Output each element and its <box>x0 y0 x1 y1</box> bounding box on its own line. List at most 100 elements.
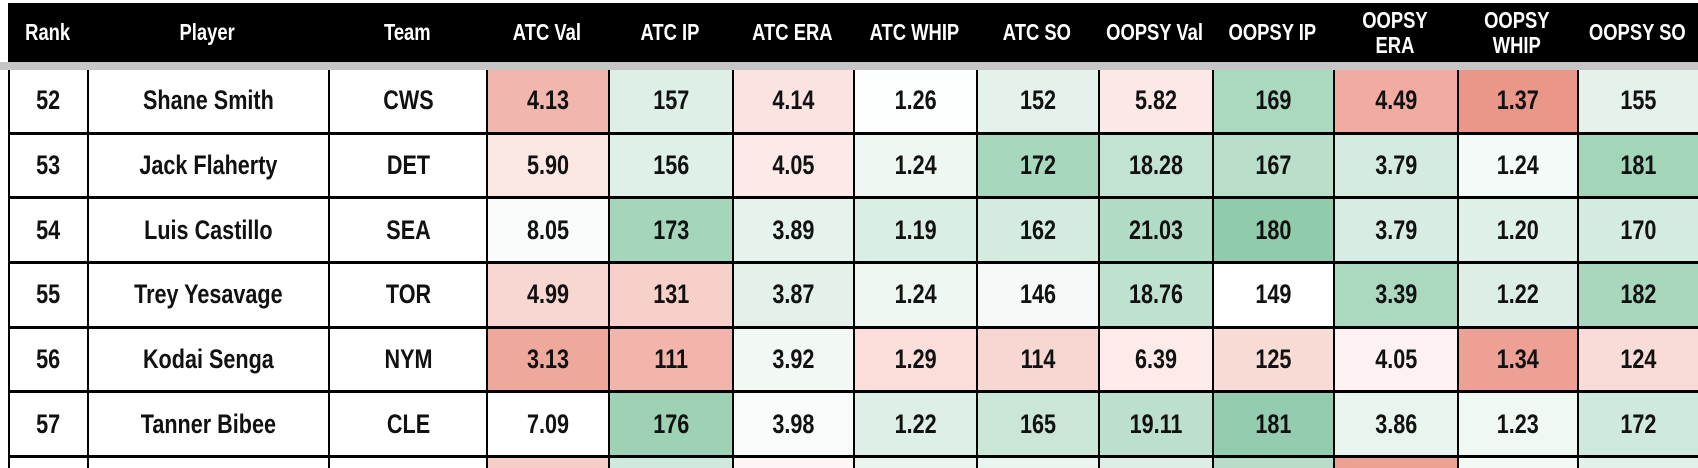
column-header-oopsy-era[interactable]: OOPSY ERA <box>1333 3 1457 62</box>
cell-oopsy-val[interactable]: 18.76 <box>1098 264 1212 329</box>
cell-oopsy-whip[interactable]: 1.34 <box>1457 328 1577 394</box>
cell-atc-ip[interactable]: 111 <box>608 328 732 394</box>
cell-oopsy-val[interactable]: 5.82 <box>1098 70 1212 135</box>
column-header-player[interactable]: Player <box>87 3 328 62</box>
cell-rank[interactable] <box>8 458 87 468</box>
column-header-atc-ip[interactable]: ATC IP <box>608 3 732 62</box>
cell-oopsy-so[interactable]: 181 <box>1577 134 1698 200</box>
cell-oopsy-era[interactable]: 3.79 <box>1333 134 1457 200</box>
cell-atc-era[interactable]: 4.14 <box>732 70 853 135</box>
column-header-oopsy-val[interactable]: OOPSY Val <box>1098 3 1212 62</box>
cell-oopsy-ip[interactable]: 167 <box>1212 134 1333 200</box>
cell-atc-ip[interactable] <box>608 458 732 468</box>
cell-oopsy-so[interactable] <box>1577 458 1698 468</box>
cell-atc-ip[interactable]: 131 <box>608 264 732 329</box>
cell-atc-era[interactable]: 4.05 <box>732 134 853 200</box>
cell-oopsy-val[interactable]: 21.03 <box>1098 199 1212 265</box>
cell-atc-so[interactable] <box>976 458 1098 468</box>
cell-oopsy-ip[interactable]: 181 <box>1212 393 1333 459</box>
cell-atc-era[interactable]: 3.92 <box>732 328 853 394</box>
cell-team[interactable]: NYM <box>328 328 486 394</box>
cell-rank[interactable]: 52 <box>8 70 87 135</box>
cell-player[interactable]: Jack Flaherty <box>87 134 328 200</box>
cell-atc-so[interactable]: 162 <box>976 199 1098 265</box>
column-header-oopsy-so[interactable]: OOPSY SO <box>1577 3 1698 62</box>
cell-atc-era[interactable] <box>732 458 853 468</box>
cell-atc-whip[interactable] <box>853 458 976 468</box>
cell-atc-so[interactable]: 146 <box>976 264 1098 329</box>
cell-rank[interactable]: 54 <box>8 199 87 265</box>
cell-oopsy-whip[interactable]: 1.37 <box>1457 70 1577 135</box>
cell-atc-val[interactable] <box>486 458 608 468</box>
cell-atc-so[interactable]: 152 <box>976 70 1098 135</box>
cell-atc-era[interactable]: 3.89 <box>732 199 853 265</box>
cell-atc-whip[interactable]: 1.22 <box>853 393 976 459</box>
cell-atc-whip[interactable]: 1.26 <box>853 70 976 135</box>
column-header-atc-so[interactable]: ATC SO <box>976 3 1098 62</box>
cell-atc-val[interactable]: 4.99 <box>486 264 608 329</box>
cell-team[interactable]: CLE <box>328 393 486 459</box>
cell-atc-whip[interactable]: 1.24 <box>853 264 976 329</box>
cell-atc-val[interactable]: 5.90 <box>486 134 608 200</box>
cell-oopsy-ip[interactable]: 149 <box>1212 264 1333 329</box>
column-header-atc-val[interactable]: ATC Val <box>486 3 608 62</box>
cell-rank[interactable]: 55 <box>8 264 87 329</box>
cell-oopsy-val[interactable]: 18.28 <box>1098 134 1212 200</box>
cell-oopsy-so[interactable]: 170 <box>1577 199 1698 265</box>
cell-atc-whip[interactable]: 1.29 <box>853 328 976 394</box>
cell-atc-val[interactable]: 7.09 <box>486 393 608 459</box>
cell-atc-ip[interactable]: 156 <box>608 134 732 200</box>
cell-oopsy-so[interactable]: 172 <box>1577 393 1698 459</box>
cell-oopsy-era[interactable]: 3.79 <box>1333 199 1457 265</box>
column-header-atc-whip[interactable]: ATC WHIP <box>853 3 976 62</box>
cell-oopsy-era[interactable]: 3.39 <box>1333 264 1457 329</box>
cell-oopsy-whip[interactable]: 1.23 <box>1457 393 1577 459</box>
cell-team[interactable] <box>328 458 486 468</box>
cell-team[interactable]: DET <box>328 134 486 200</box>
cell-oopsy-ip[interactable]: 169 <box>1212 70 1333 135</box>
cell-oopsy-val[interactable]: 19.11 <box>1098 393 1212 459</box>
cell-oopsy-val[interactable]: 6.39 <box>1098 328 1212 394</box>
cell-atc-so[interactable]: 165 <box>976 393 1098 459</box>
cell-atc-whip[interactable]: 1.19 <box>853 199 976 265</box>
cell-oopsy-whip[interactable]: 1.20 <box>1457 199 1577 265</box>
cell-oopsy-whip[interactable]: 1.22 <box>1457 264 1577 329</box>
cell-oopsy-ip[interactable] <box>1212 458 1333 468</box>
cell-atc-val[interactable]: 4.13 <box>486 70 608 135</box>
cell-oopsy-ip[interactable]: 125 <box>1212 328 1333 394</box>
cell-atc-val[interactable]: 3.13 <box>486 328 608 394</box>
cell-oopsy-so[interactable]: 155 <box>1577 70 1698 135</box>
cell-player[interactable]: Kodai Senga <box>87 328 328 394</box>
cell-team[interactable]: TOR <box>328 264 486 329</box>
cell-oopsy-era[interactable] <box>1333 458 1457 468</box>
cell-rank[interactable]: 53 <box>8 134 87 200</box>
cell-atc-so[interactable]: 172 <box>976 134 1098 200</box>
column-header-rank[interactable]: Rank <box>8 3 87 62</box>
cell-oopsy-so[interactable]: 182 <box>1577 264 1698 329</box>
cell-oopsy-era[interactable]: 4.49 <box>1333 70 1457 135</box>
cell-atc-era[interactable]: 3.98 <box>732 393 853 459</box>
cell-oopsy-era[interactable]: 4.05 <box>1333 328 1457 394</box>
cell-atc-so[interactable]: 114 <box>976 328 1098 394</box>
cell-atc-val[interactable]: 8.05 <box>486 199 608 265</box>
cell-atc-whip[interactable]: 1.24 <box>853 134 976 200</box>
column-header-team[interactable]: Team <box>328 3 486 62</box>
cell-oopsy-whip[interactable]: 1.24 <box>1457 134 1577 200</box>
cell-team[interactable]: CWS <box>328 70 486 135</box>
column-header-atc-era[interactable]: ATC ERA <box>732 3 853 62</box>
cell-oopsy-val[interactable] <box>1098 458 1212 468</box>
column-header-oopsy-ip[interactable]: OOPSY IP <box>1212 3 1333 62</box>
cell-atc-ip[interactable]: 176 <box>608 393 732 459</box>
cell-atc-ip[interactable]: 173 <box>608 199 732 265</box>
cell-oopsy-so[interactable]: 124 <box>1577 328 1698 394</box>
cell-atc-ip[interactable]: 157 <box>608 70 732 135</box>
cell-oopsy-era[interactable]: 3.86 <box>1333 393 1457 459</box>
cell-player[interactable] <box>87 458 328 468</box>
cell-player[interactable]: Luis Castillo <box>87 199 328 265</box>
cell-rank[interactable]: 56 <box>8 328 87 394</box>
cell-atc-era[interactable]: 3.87 <box>732 264 853 329</box>
cell-team[interactable]: SEA <box>328 199 486 265</box>
column-header-oopsy-whip[interactable]: OOPSY WHIP <box>1457 3 1577 62</box>
cell-player[interactable]: Shane Smith <box>87 70 328 135</box>
cell-player[interactable]: Trey Yesavage <box>87 264 328 329</box>
